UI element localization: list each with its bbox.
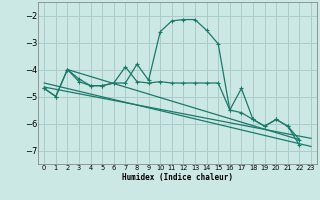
X-axis label: Humidex (Indice chaleur): Humidex (Indice chaleur) [122, 173, 233, 182]
